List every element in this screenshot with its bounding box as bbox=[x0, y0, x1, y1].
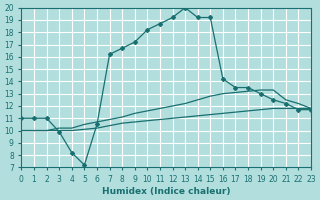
X-axis label: Humidex (Indice chaleur): Humidex (Indice chaleur) bbox=[102, 187, 230, 196]
